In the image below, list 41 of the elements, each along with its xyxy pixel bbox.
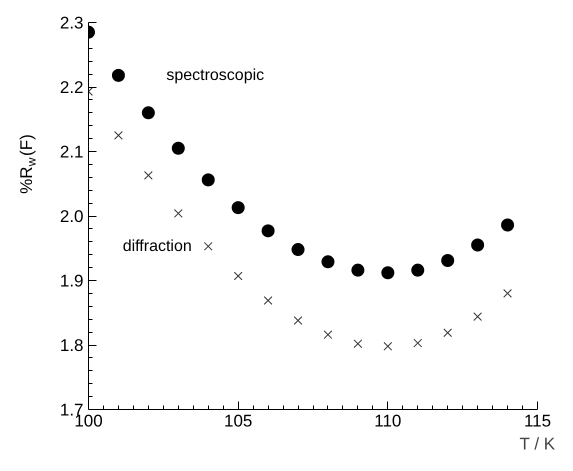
point (321, 255, 334, 268)
y-tick-label: 2.2 (60, 78, 84, 97)
x-tick-label: 105 (224, 412, 252, 430)
point (471, 238, 484, 252)
point (324, 330, 332, 340)
point (294, 316, 302, 325)
point (292, 243, 305, 256)
y-tick-label: 1.9 (60, 272, 84, 290)
point (204, 242, 213, 251)
point (501, 218, 514, 232)
point (172, 142, 185, 155)
point (443, 328, 452, 338)
point (112, 68, 125, 82)
y-tick-label: 2.0 (60, 207, 84, 226)
point (234, 272, 243, 280)
x-axis-title: T / K (520, 434, 556, 454)
point (142, 106, 155, 120)
point (354, 339, 362, 348)
point (413, 338, 422, 348)
point (264, 296, 272, 305)
series-label: spectroscopic (166, 66, 264, 84)
point (232, 201, 245, 214)
x-tick-label: 110 (374, 412, 402, 430)
y-tick-label: 1.8 (60, 336, 84, 355)
point (262, 224, 275, 238)
point (202, 173, 215, 186)
point (351, 264, 364, 277)
point (381, 266, 394, 280)
y-tick-label: 2.1 (60, 142, 84, 162)
point (411, 264, 424, 277)
y-tick-label: 2.3 (60, 14, 84, 32)
point (383, 342, 392, 351)
point (174, 209, 183, 218)
point (503, 289, 512, 298)
point (473, 312, 482, 322)
point (144, 170, 153, 180)
point (114, 130, 123, 140)
point (441, 254, 454, 267)
series-label: diffraction (122, 238, 192, 255)
y-axis-title: %Rw(F) (17, 134, 38, 194)
x-tick-label: 115 (524, 412, 552, 430)
